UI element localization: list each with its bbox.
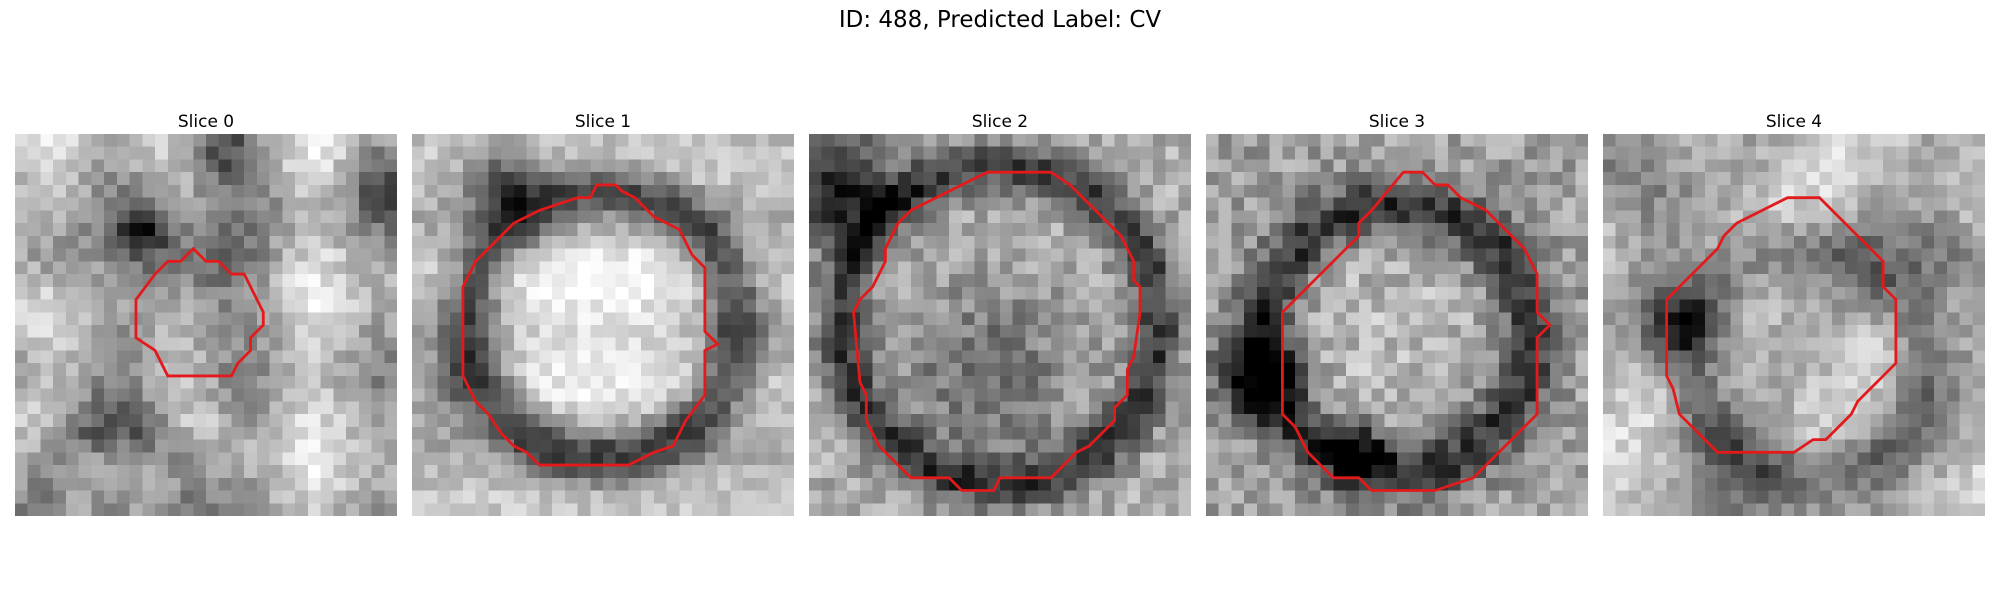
- slice-title: Slice 1: [574, 112, 632, 132]
- slice-title: Slice 2: [971, 112, 1029, 132]
- segmentation-contour: [852, 170, 1142, 492]
- segmentation-contour: [134, 246, 265, 378]
- slice-image: [412, 134, 794, 516]
- slice-panel: Slice 1: [412, 110, 794, 516]
- slice-image: [15, 134, 397, 516]
- segmentation-contour: [461, 183, 720, 467]
- slice-title: Slice 3: [1368, 112, 1426, 132]
- slice-image: [809, 134, 1191, 516]
- segmentation-contour: [1280, 170, 1552, 492]
- slice-title: Slice 4: [1765, 112, 1823, 132]
- slice-panel: Slice 3: [1206, 110, 1588, 516]
- slice-image: [1206, 134, 1588, 516]
- slice-panel: Slice 2: [809, 110, 1191, 516]
- slice-panel: Slice 0: [15, 110, 397, 516]
- slice-panel: Slice 4: [1603, 110, 1985, 516]
- slice-title: Slice 0: [177, 112, 235, 132]
- slice-image: [1603, 134, 1985, 516]
- segmentation-contour: [1665, 196, 1898, 454]
- figure-title: ID: 488, Predicted Label: CV: [838, 7, 1162, 33]
